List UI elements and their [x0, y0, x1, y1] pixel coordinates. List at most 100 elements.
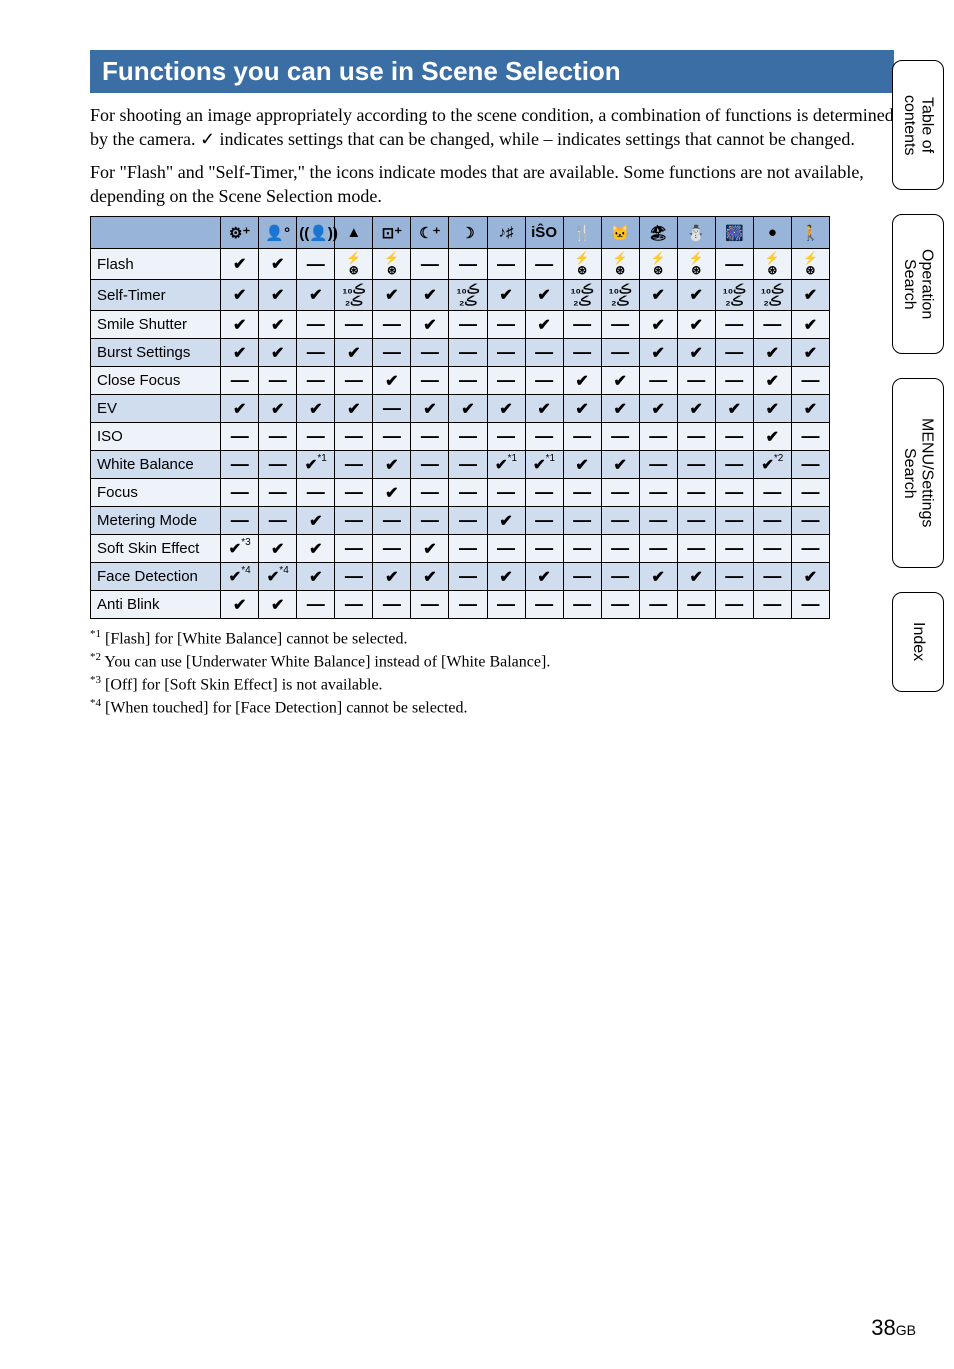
inline-check-glyph: ✓	[200, 129, 215, 149]
table-cell: ڪ₁₀ڪ₂	[335, 280, 373, 311]
table-cell: ⚡⊛	[639, 249, 677, 280]
table-cell: ✔	[373, 479, 411, 507]
table-cell: —	[221, 479, 259, 507]
table-row: Face Detection✔*4✔*4✔—✔✔—✔✔——✔✔——✔	[91, 563, 830, 591]
table-row: Self-Timer✔✔✔ڪ₁₀ڪ₂✔✔ڪ₁₀ڪ₂✔✔ڪ₁₀ڪ₂ڪ₁₀ڪ₂✔✔ڪ…	[91, 280, 830, 311]
table-cell: —	[525, 535, 563, 563]
table-cell: ✔	[753, 367, 791, 395]
table-cell: —	[449, 479, 487, 507]
table-cell: —	[487, 423, 525, 451]
table-cell: ✔	[791, 563, 829, 591]
table-cell: ✔*1	[487, 451, 525, 479]
table-cell: ✔	[221, 395, 259, 423]
table-cell: —	[601, 339, 639, 367]
table-cell: ✔	[335, 339, 373, 367]
table-cell: —	[677, 367, 715, 395]
tab-label: Table ofcontents	[900, 95, 935, 155]
table-cell: —	[259, 423, 297, 451]
table-cell: ✔	[487, 395, 525, 423]
table-cell: ڪ₁₀ڪ₂	[753, 280, 791, 311]
table-cell: ✔	[639, 563, 677, 591]
header-icon: 🚶	[791, 217, 829, 249]
page-suffix: GB	[896, 1322, 916, 1338]
table-cell: ✔	[221, 249, 259, 280]
table-cell: —	[563, 535, 601, 563]
tab-index[interactable]: Index	[892, 592, 944, 692]
table-cell: —	[563, 423, 601, 451]
row-label: Flash	[91, 249, 221, 280]
table-cell: —	[487, 591, 525, 619]
table-cell: —	[487, 339, 525, 367]
table-cell: —	[791, 423, 829, 451]
tab-toc[interactable]: Table ofcontents	[892, 60, 944, 190]
table-cell: ✔	[221, 311, 259, 339]
table-cell: —	[449, 339, 487, 367]
header-icon: ☾⁺	[411, 217, 449, 249]
table-cell: —	[601, 535, 639, 563]
table-cell: ✔	[449, 395, 487, 423]
header-empty	[91, 217, 221, 249]
table-cell: —	[715, 423, 753, 451]
page-title: Functions you can use in Scene Selection	[90, 50, 894, 93]
tab-label: Index	[909, 622, 927, 661]
table-cell: ✔*4	[259, 563, 297, 591]
table-cell: —	[221, 507, 259, 535]
row-label: White Balance	[91, 451, 221, 479]
table-cell: —	[563, 479, 601, 507]
footnote: *4 [When touched] for [Face Detection] c…	[90, 696, 894, 719]
table-cell: ✔	[297, 563, 335, 591]
table-cell: —	[259, 507, 297, 535]
table-row: Focus————✔———————————	[91, 479, 830, 507]
table-cell: —	[335, 451, 373, 479]
table-cell: —	[563, 563, 601, 591]
table-cell: ⚡⊛	[335, 249, 373, 280]
table-cell: —	[639, 367, 677, 395]
table-cell: —	[753, 535, 791, 563]
table-cell: —	[563, 591, 601, 619]
table-cell: —	[677, 451, 715, 479]
table-cell: ✔	[677, 395, 715, 423]
table-cell: —	[335, 479, 373, 507]
table-cell: —	[791, 591, 829, 619]
footnote: *2 You can use [Underwater White Balance…	[90, 650, 894, 673]
intro-paragraph-1: For shooting an image appropriately acco…	[90, 103, 894, 152]
table-row: Burst Settings✔✔—✔———————✔✔—✔✔	[91, 339, 830, 367]
header-icon: ⚙⁺	[221, 217, 259, 249]
table-cell: ✔	[259, 591, 297, 619]
tab-operation-search[interactable]: OperationSearch	[892, 214, 944, 354]
table-cell: —	[487, 367, 525, 395]
table-cell: ✔	[411, 395, 449, 423]
table-cell: —	[411, 479, 449, 507]
table-cell: —	[715, 563, 753, 591]
table-cell: ✔	[373, 563, 411, 591]
tab-menu-settings-search[interactable]: MENU/SettingsSearch	[892, 378, 944, 568]
table-cell: —	[449, 367, 487, 395]
table-cell: —	[335, 367, 373, 395]
table-cell: ✔*1	[525, 451, 563, 479]
table-cell: —	[449, 249, 487, 280]
table-cell: ڪ₁₀ڪ₂	[715, 280, 753, 311]
table-cell: —	[601, 507, 639, 535]
table-cell: —	[373, 395, 411, 423]
table-cell: —	[373, 311, 411, 339]
table-cell: —	[677, 507, 715, 535]
table-cell: —	[677, 423, 715, 451]
table-cell: —	[487, 311, 525, 339]
header-icon: ⊡⁺	[373, 217, 411, 249]
table-cell: —	[411, 591, 449, 619]
table-cell: —	[411, 451, 449, 479]
table-cell: —	[259, 451, 297, 479]
table-cell: —	[753, 563, 791, 591]
page-number: 38GB	[871, 1315, 916, 1341]
table-cell: ✔	[525, 395, 563, 423]
table-cell: —	[791, 479, 829, 507]
table-cell: ✔	[411, 563, 449, 591]
table-cell: —	[677, 479, 715, 507]
table-cell: ✔	[753, 423, 791, 451]
header-icon: 🍴	[563, 217, 601, 249]
row-label: Self-Timer	[91, 280, 221, 311]
table-cell: —	[373, 535, 411, 563]
table-cell: —	[221, 451, 259, 479]
table-cell: —	[639, 535, 677, 563]
table-cell: —	[297, 339, 335, 367]
